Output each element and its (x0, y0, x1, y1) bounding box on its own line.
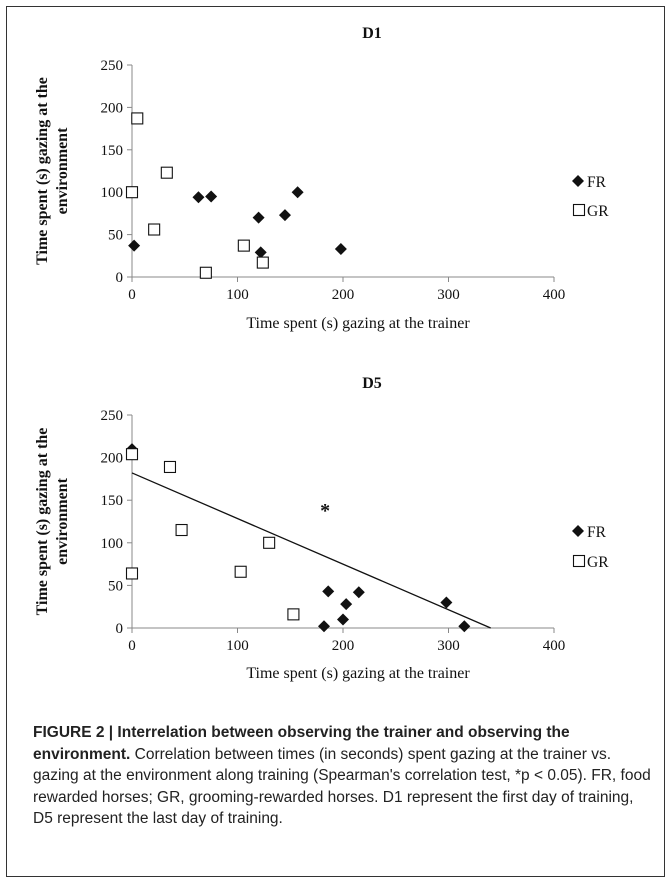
chart-d5-point-gr (175, 523, 188, 537)
chart-d1-x-tick-label: 100 (226, 287, 249, 303)
chart-d1-point-gr (160, 166, 173, 179)
chart-d5-point-gr (125, 567, 139, 580)
chart-d1-point-fr (278, 209, 291, 222)
chart-d1-x-tick-label: 300 (437, 287, 460, 303)
chart-d5-x-label: Time spent (s) gazing at the trainer (246, 665, 470, 682)
figure-caption: FIGURE 2 | Interrelation between observi… (33, 722, 653, 830)
chart-d1-point-gr (237, 239, 250, 252)
chart-d1-legend-marker-gr (572, 203, 586, 217)
chart-d5-point-gr (234, 565, 247, 578)
chart-d5-point-fr (337, 613, 349, 626)
chart-d5-legend-label-gr: GR (587, 554, 609, 571)
chart-d5-x-tick-label: 200 (332, 638, 355, 654)
caption-title: FIGURE 2 | Interrelation between observi… (33, 724, 570, 763)
figure-frame: D1 0 50 100 150 200 250 0 100 200 300 400 Time spent… (6, 6, 665, 877)
chart-d5-point-gr (263, 536, 276, 549)
chart-d1-point-fr (252, 211, 265, 224)
chart-d5-y-tick-label: 150 (101, 493, 124, 509)
chart-d5-legend-label-fr: FR (587, 524, 607, 541)
chart-d5-y-label-line: environment (54, 477, 71, 564)
chart-d1-x-tick-label: 200 (332, 287, 355, 303)
figure-charts: D1 0 50 100 150 200 250 0 100 200 300 400 Time spent… (34, 25, 609, 682)
chart-d1-y-tick-label: 250 (101, 58, 124, 74)
chart-d5-y-tick-label: 100 (101, 536, 124, 552)
chart-d1-point-fr (192, 191, 205, 204)
chart-d5-y-label: Time spent (s) gazing at the environment (34, 428, 71, 616)
chart-d1-point-fr (334, 243, 347, 256)
chart-d1-legend-label-fr: FR (587, 174, 607, 191)
chart-d1-y-label: Time spent (s) gazing at the environment (34, 77, 71, 265)
chart-d5-y-tick-label: 200 (101, 451, 124, 467)
chart-d1-title: D1 (362, 25, 382, 42)
chart-d1-point-gr (148, 223, 161, 236)
chart-d5-x-tick-label: 300 (437, 638, 460, 654)
chart-d5-point-fr (352, 586, 365, 599)
chart-d5-point-fr (458, 620, 471, 633)
chart-d1-y-label-line: Time spent (s) gazing at the (34, 77, 51, 265)
chart-d5-title: D5 (362, 375, 382, 392)
chart-d5-point-gr (125, 448, 139, 461)
chart-d5-x-tick-label: 400 (543, 638, 566, 654)
chart-d5-trendline (131, 472, 491, 629)
chart-d1-legend-marker-fr (572, 175, 584, 187)
chart-d5-significance-mark: * (320, 500, 330, 522)
chart-d1-y-tick-label: 200 (101, 100, 124, 116)
chart-d5-y-tick-label: 250 (101, 408, 124, 424)
chart-d1-point-gr (256, 256, 269, 269)
chart-d5-point-gr (287, 608, 300, 621)
chart-d5-point-fr (318, 620, 331, 633)
chart-d5-x-tick-label: 100 (226, 638, 249, 654)
chart-d1-legend-label-gr: GR (587, 203, 609, 220)
caption-body: Correlation between times (in seconds) s… (33, 745, 651, 828)
chart-d5-point-fr (322, 585, 335, 598)
chart-d1-x-tick-label: 0 (128, 287, 136, 303)
chart-d5-point-fr (440, 596, 453, 609)
chart-d1-point-fr (128, 239, 141, 252)
chart-d1-x-label: Time spent (s) gazing at the trainer (246, 315, 470, 332)
chart-d5-legend-marker-gr (572, 554, 586, 568)
chart-d1-x-tick-label: 400 (543, 287, 566, 303)
chart-d1-y-tick-label: 150 (101, 143, 124, 159)
chart-d1-y-label-line: environment (54, 127, 71, 214)
chart-d5-legend-marker-fr (572, 525, 584, 537)
chart-d5-x-tick-label: 0 (128, 638, 136, 654)
chart-d5-point-fr (340, 598, 353, 611)
chart-d1-y-tick-label: 100 (101, 185, 124, 201)
chart-d1-y-tick-label: 50 (108, 228, 123, 244)
chart-d5-point-gr (163, 460, 177, 474)
chart-d5-y-label-line: Time spent (s) gazing at the (34, 428, 51, 616)
chart-d1-point-gr (131, 112, 144, 125)
chart-d5-y-tick-label: 0 (116, 621, 124, 637)
chart-d5-y-tick-label: 50 (108, 578, 123, 594)
chart-d1-point-fr (205, 190, 218, 203)
chart-d1-point-gr (125, 186, 139, 199)
chart-d1-y-tick-label: 0 (116, 270, 124, 286)
chart-d1-point-fr (291, 186, 304, 199)
chart-d1-point-gr (199, 266, 212, 279)
